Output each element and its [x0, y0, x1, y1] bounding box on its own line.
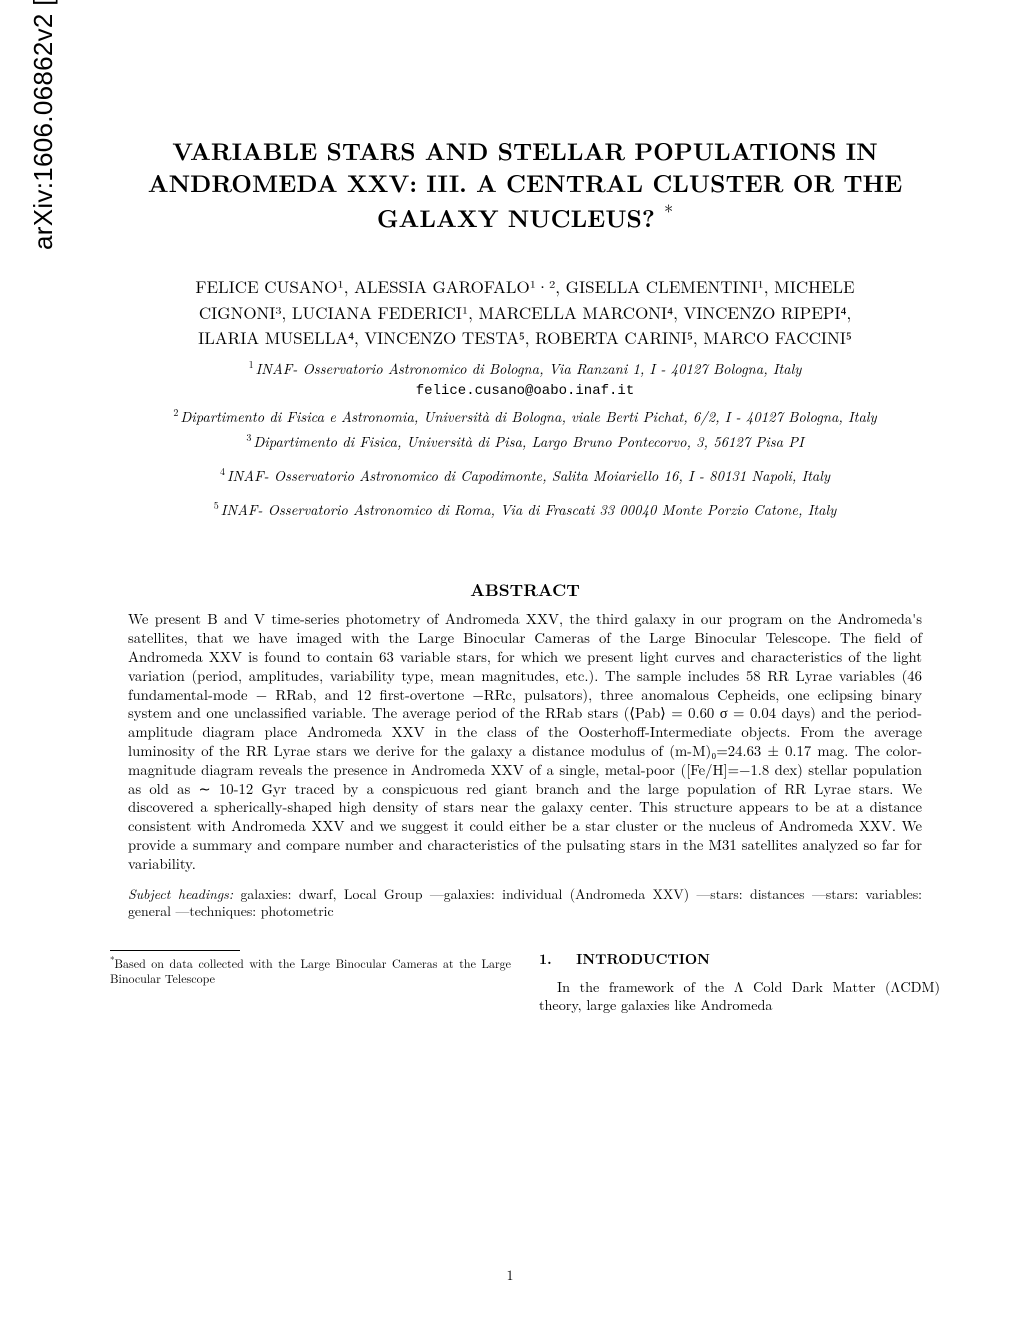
title-line-3: GALAXY NUCLEUS? [377, 201, 664, 235]
affiliation-4: 4INAF- Osservatorio Astronomico di Capod… [110, 464, 940, 486]
affil-sup: 2 [173, 405, 178, 419]
abstract-text: We present B and V time-series photometr… [128, 610, 922, 873]
title-line-2: ANDROMEDA XXV: III. A CENTRAL CLUSTER OR… [148, 166, 903, 200]
section-heading: 1. INTRODUCTION [539, 950, 940, 968]
authors-line-3: ILARIA MUSELLA⁴, VINCENZO TESTA⁵, ROBERT… [198, 325, 852, 349]
authors-line-2: CIGNONI³, LUCIANA FEDERICI¹, MARCELLA MA… [199, 300, 851, 324]
left-column: *Based on data collected with the Large … [110, 950, 511, 1015]
affiliation-2: 2Dipartimento di Fisica e Astronomia, Un… [110, 405, 940, 427]
arxiv-identifier: arXiv:1606.06862v2 [astro-ph.GA] 11 Jul … [28, 0, 59, 250]
footnote-rule [110, 950, 240, 951]
two-column-region: *Based on data collected with the Large … [110, 950, 940, 1015]
affil-sup: 4 [220, 464, 225, 478]
paper-title: VARIABLE STARS AND STELLAR POPULATIONS I… [110, 135, 940, 234]
page-number: 1 [0, 1265, 1020, 1285]
affil-text: INAF- Osservatorio Astronomico di Capodi… [227, 466, 830, 486]
affiliation-5: 5INAF- Osservatorio Astronomico di Roma,… [110, 498, 940, 520]
title-line-1: VARIABLE STARS AND STELLAR POPULATIONS I… [172, 134, 878, 168]
authors-block: FELICE CUSANO¹, ALESSIA GAROFALO¹·², GIS… [110, 274, 940, 351]
subject-headings: Subject headings: galaxies: dwarf, Local… [128, 886, 922, 920]
right-column: 1. INTRODUCTION In the framework of the … [539, 950, 940, 1015]
title-footnote-marker: * [664, 199, 673, 224]
affil-text: Dipartimento di Fisica e Astronomia, Uni… [180, 407, 876, 427]
affil-text: INAF- Osservatorio Astronomico di Roma, … [221, 500, 837, 520]
subject-text: galaxies: dwarf, Local Group —galaxies: … [128, 884, 922, 921]
affil-text: INAF- Osservatorio Astronomico di Bologn… [256, 359, 802, 379]
affiliation-1: 1INAF- Osservatorio Astronomico di Bolog… [110, 357, 940, 379]
affil-sup: 3 [246, 430, 251, 444]
affil-sup: 5 [214, 498, 219, 512]
affil-text: Dipartimento di Fisica, Università di Pi… [253, 432, 803, 452]
intro-paragraph: In the framework of the Λ Cold Dark Matt… [539, 978, 940, 1014]
section-number: 1. [539, 949, 552, 969]
authors-line-1: FELICE CUSANO¹, ALESSIA GAROFALO¹·², GIS… [195, 274, 854, 298]
section-title: INTRODUCTION [576, 949, 710, 969]
affil-sup: 1 [249, 357, 254, 371]
page-content: VARIABLE STARS AND STELLAR POPULATIONS I… [110, 135, 940, 1015]
abstract-heading: ABSTRACT [110, 578, 940, 602]
affiliation-3: 3Dipartimento di Fisica, Università di P… [110, 430, 940, 452]
contact-email: felice.cusano@oabo.inaf.it [110, 383, 940, 399]
footnote-text: Based on data collected with the Large B… [110, 955, 511, 986]
footnote: *Based on data collected with the Large … [110, 955, 511, 986]
